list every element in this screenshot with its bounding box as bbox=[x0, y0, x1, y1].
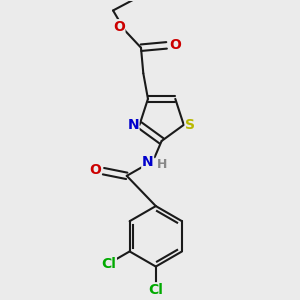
Text: O: O bbox=[169, 38, 181, 52]
Text: H: H bbox=[156, 158, 167, 171]
Text: O: O bbox=[89, 163, 101, 177]
Text: N: N bbox=[127, 118, 139, 132]
Text: Cl: Cl bbox=[148, 283, 163, 297]
Text: S: S bbox=[185, 118, 195, 132]
Text: N: N bbox=[142, 155, 154, 169]
Text: Cl: Cl bbox=[101, 257, 116, 271]
Text: O: O bbox=[113, 20, 125, 34]
